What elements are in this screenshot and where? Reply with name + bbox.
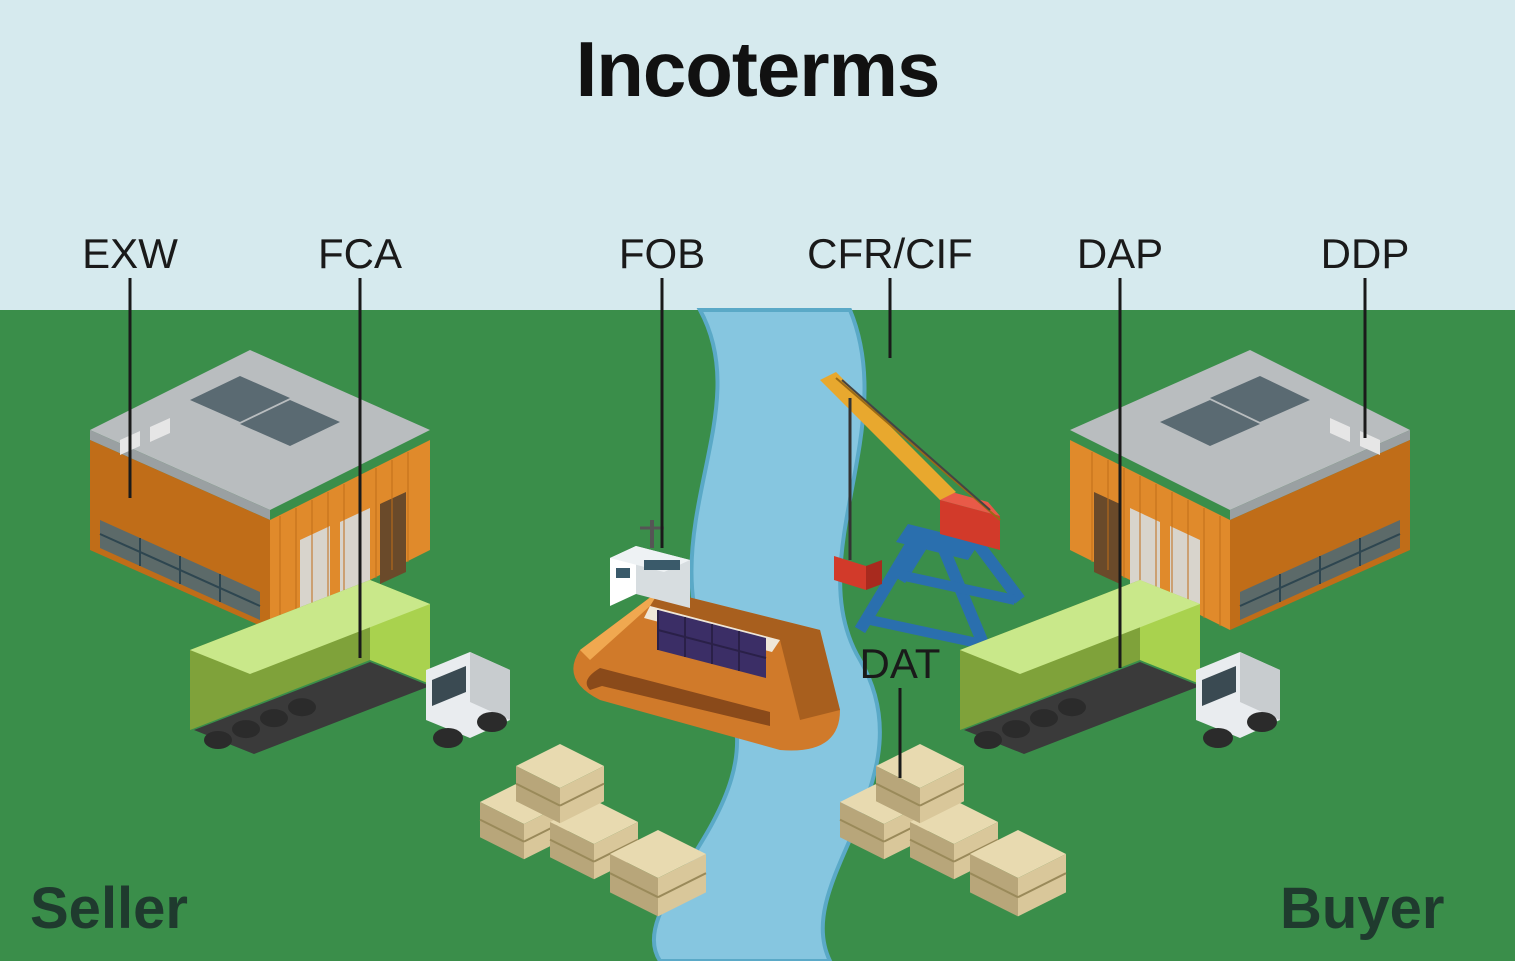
diagram-stage: EXW FCA FOB CFR/CIF DAT DAP DDP Incoterms Sell… <box>0 0 1515 961</box>
pallets-left-icon <box>470 740 730 940</box>
term-pointer-exw <box>129 278 132 498</box>
term-label-cfr-cif: CFR/CIF <box>807 230 973 278</box>
cargo-ship-icon <box>540 480 860 760</box>
term-label-dap: DAP <box>1077 230 1163 278</box>
term-label-fob: FOB <box>619 230 705 278</box>
diagram-title: Incoterms <box>0 24 1515 115</box>
term-pointer-dap <box>1119 278 1122 668</box>
term-pointer-dat <box>899 688 902 778</box>
term-pointer-fob <box>661 278 664 548</box>
term-label-fca: FCA <box>318 230 402 278</box>
term-pointer-cfr-cif <box>889 278 892 358</box>
term-pointer-ddp <box>1364 278 1367 438</box>
buyer-label: Buyer <box>1280 875 1444 942</box>
term-label-ddp: DDP <box>1321 230 1410 278</box>
seller-label: Seller <box>30 875 188 942</box>
term-pointer-fca <box>359 278 362 658</box>
term-label-exw: EXW <box>82 230 178 278</box>
term-label-dat: DAT <box>860 640 941 688</box>
pallets-right-icon <box>830 740 1090 940</box>
